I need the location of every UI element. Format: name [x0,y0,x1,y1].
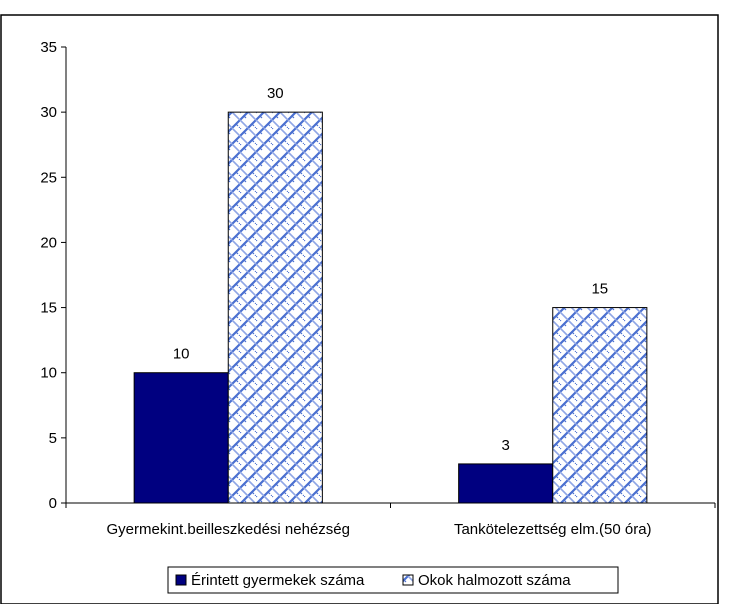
bar-erintett [133,372,229,504]
legend: Érintett gyermekek száma Okok halmozott s… [167,566,619,594]
y-tick-label: 10 [40,365,57,382]
legend-label: Okok halmozott száma [418,572,571,589]
bar-erintett [458,463,554,504]
category-label: Tankötelezettség elm.(50 óra) [454,521,652,538]
bar-okok [552,307,648,504]
data-label: 30 [267,85,284,102]
legend-box [167,566,619,594]
y-tick-label: 35 [40,39,57,56]
legend-swatch [175,574,187,586]
data-label: 3 [502,437,510,454]
y-tick-label: 15 [40,300,57,317]
legend-swatch [402,574,414,586]
legend-label: Érintett gyermekek száma [191,572,365,589]
y-tick-label: 25 [40,169,57,186]
data-label: 15 [591,281,608,298]
data-label: 10 [173,346,190,363]
bar-okok [227,111,323,504]
y-tick-label: 5 [49,430,57,447]
y-tick-label: 30 [40,104,57,121]
category-label: Gyermekint.beilleszkedési nehézség [107,521,350,538]
y-tick-label: 20 [40,234,57,251]
y-tick-label: 0 [49,495,57,512]
